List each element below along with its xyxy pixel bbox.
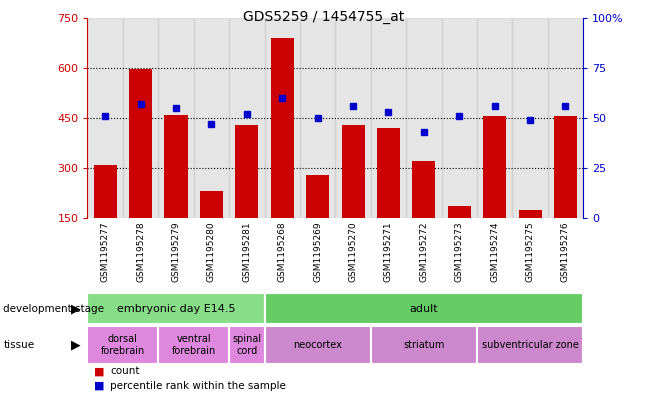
Text: ▶: ▶: [71, 302, 81, 315]
Text: ▶: ▶: [71, 338, 81, 351]
Bar: [371, 326, 477, 364]
Bar: [548, 18, 583, 218]
Text: GDS5259 / 1454755_at: GDS5259 / 1454755_at: [244, 10, 404, 24]
Text: ■: ■: [94, 366, 104, 376]
Bar: [441, 18, 477, 218]
Bar: [306, 174, 329, 218]
Text: striatum: striatum: [403, 340, 445, 350]
Text: GSM1195280: GSM1195280: [207, 222, 216, 282]
Bar: [87, 326, 158, 364]
Bar: [271, 38, 294, 218]
Bar: [264, 293, 583, 324]
Text: tissue: tissue: [3, 340, 34, 350]
Bar: [264, 326, 371, 364]
Text: ■: ■: [94, 381, 104, 391]
Bar: [235, 125, 259, 218]
Bar: [129, 70, 152, 218]
Bar: [477, 18, 513, 218]
Text: adult: adult: [410, 303, 438, 314]
Bar: [377, 128, 400, 218]
Text: GSM1195277: GSM1195277: [100, 222, 110, 282]
Text: GSM1195269: GSM1195269: [313, 222, 322, 282]
Bar: [87, 18, 123, 218]
Bar: [229, 18, 264, 218]
Text: GSM1195268: GSM1195268: [278, 222, 286, 282]
Text: count: count: [110, 366, 140, 376]
Bar: [165, 114, 187, 218]
Bar: [371, 18, 406, 218]
Text: GSM1195271: GSM1195271: [384, 222, 393, 282]
Text: embryonic day E14.5: embryonic day E14.5: [117, 303, 235, 314]
Bar: [336, 18, 371, 218]
Text: GSM1195270: GSM1195270: [349, 222, 358, 282]
Bar: [200, 191, 223, 218]
Text: neocortex: neocortex: [293, 340, 342, 350]
Text: percentile rank within the sample: percentile rank within the sample: [110, 381, 286, 391]
Text: GSM1195281: GSM1195281: [242, 222, 251, 282]
Text: ventral
forebrain: ventral forebrain: [172, 334, 216, 356]
Bar: [158, 18, 194, 218]
Bar: [513, 18, 548, 218]
Text: GSM1195278: GSM1195278: [136, 222, 145, 282]
Bar: [123, 18, 158, 218]
Bar: [412, 161, 435, 218]
Text: dorsal
forebrain: dorsal forebrain: [100, 334, 145, 356]
Bar: [94, 165, 117, 218]
Bar: [406, 18, 441, 218]
Text: subventricular zone: subventricular zone: [481, 340, 579, 350]
Bar: [194, 18, 229, 218]
Text: spinal
cord: spinal cord: [232, 334, 261, 356]
Text: GSM1195274: GSM1195274: [490, 222, 499, 282]
Bar: [300, 18, 336, 218]
Bar: [87, 293, 264, 324]
Bar: [229, 326, 264, 364]
Text: GSM1195276: GSM1195276: [561, 222, 570, 282]
Text: GSM1195272: GSM1195272: [419, 222, 428, 282]
Bar: [518, 210, 542, 218]
Text: development stage: development stage: [3, 303, 104, 314]
Text: GSM1195279: GSM1195279: [172, 222, 181, 282]
Bar: [483, 116, 506, 218]
Bar: [264, 18, 300, 218]
Bar: [554, 116, 577, 218]
Text: GSM1195275: GSM1195275: [526, 222, 535, 282]
Bar: [448, 206, 471, 218]
Bar: [158, 326, 229, 364]
Bar: [341, 125, 365, 218]
Bar: [477, 326, 583, 364]
Text: GSM1195273: GSM1195273: [455, 222, 464, 282]
